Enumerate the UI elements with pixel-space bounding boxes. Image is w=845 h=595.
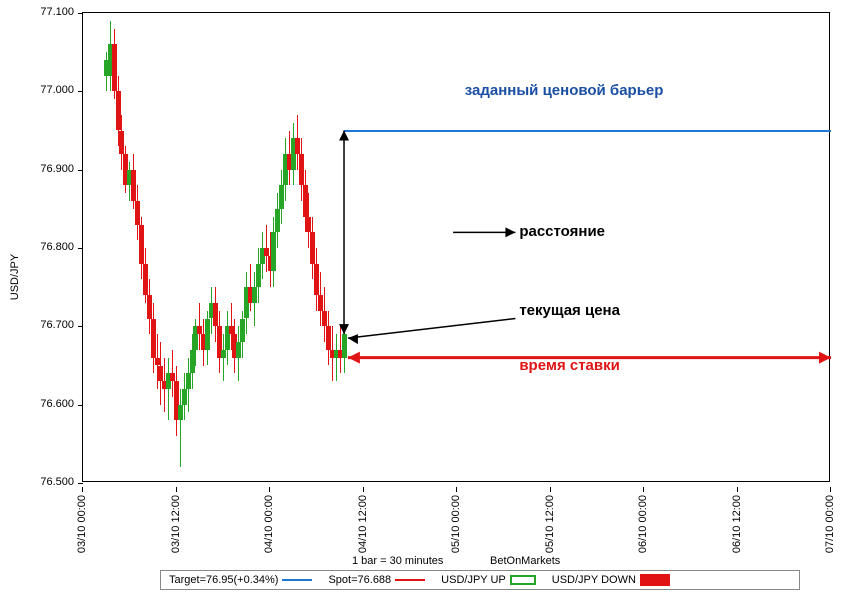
x-tick-label: 04/10 12:00 [357, 495, 369, 553]
legend-item: USD/JPY UP [433, 574, 544, 586]
legend-item: USD/JPY DOWN [544, 574, 678, 586]
bar-interval-caption: 1 bar = 30 minutes [352, 555, 443, 567]
plot-area[interactable]: заданный ценовой барьеррасстояниетекущая… [82, 12, 830, 482]
chart-container: USD/JPY 76.50076.60076.70076.80076.90077… [20, 12, 830, 542]
y-axis-labels: 76.50076.60076.70076.80076.90077.00077.1… [20, 12, 78, 482]
y-tick-label: 76.600 [40, 398, 74, 410]
provider-caption: BetOnMarkets [490, 555, 560, 567]
y-tick-label: 76.500 [40, 476, 74, 488]
y-tick-label: 77.000 [40, 84, 74, 96]
x-tick-label: 03/10 12:00 [170, 495, 182, 553]
annotation-time_label: время ставки [519, 357, 620, 374]
legend: Target=76.95(+0.34%) Spot=76.688 USD/JPY U… [160, 570, 800, 590]
legend-label: Target=76.95(+0.34%) [169, 574, 278, 586]
x-axis-labels: 03/10 00:0003/10 12:0004/10 00:0004/10 1… [82, 487, 830, 547]
legend-label: USD/JPY DOWN [552, 574, 636, 586]
x-tick-label: 05/10 00:00 [450, 495, 462, 553]
x-tick-label: 05/10 12:00 [544, 495, 556, 553]
x-tick-label: 06/10 12:00 [731, 495, 743, 553]
annotation-arrow-current_label [83, 13, 831, 483]
y-tick-label: 76.900 [40, 163, 74, 175]
legend-label: Spot=76.688 [328, 574, 391, 586]
x-tick-label: 06/10 00:00 [637, 495, 649, 553]
legend-item: Spot=76.688 [320, 574, 433, 586]
x-tick-label: 03/10 00:00 [76, 495, 88, 553]
x-tick-label: 04/10 00:00 [263, 495, 275, 553]
y-tick-label: 76.800 [40, 241, 74, 253]
x-tick-label: 07/10 00:00 [824, 495, 836, 553]
y-tick-label: 77.100 [40, 6, 74, 18]
legend-label: USD/JPY UP [441, 574, 506, 586]
y-tick-label: 76.700 [40, 319, 74, 331]
legend-item: Target=76.95(+0.34%) [161, 574, 320, 586]
